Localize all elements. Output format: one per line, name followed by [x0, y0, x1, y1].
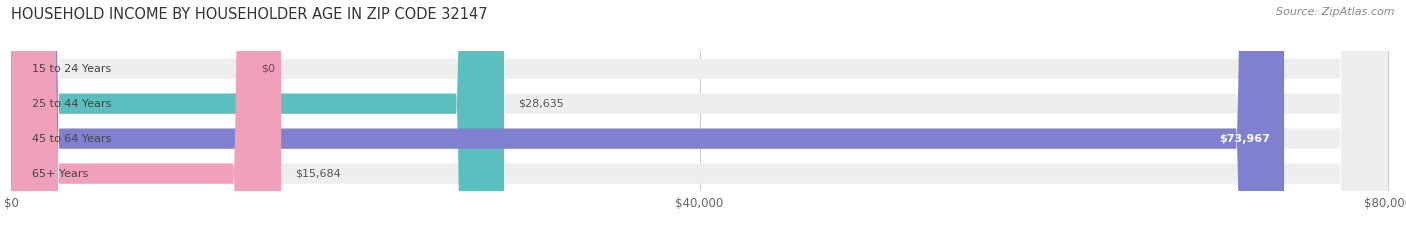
Text: 45 to 64 Years: 45 to 64 Years [32, 134, 111, 144]
Text: $0: $0 [260, 64, 274, 74]
FancyBboxPatch shape [11, 0, 503, 233]
Text: $73,967: $73,967 [1219, 134, 1270, 144]
Text: Source: ZipAtlas.com: Source: ZipAtlas.com [1277, 7, 1395, 17]
FancyBboxPatch shape [11, 0, 281, 233]
FancyBboxPatch shape [11, 0, 1388, 233]
FancyBboxPatch shape [11, 0, 1388, 233]
Text: 65+ Years: 65+ Years [32, 169, 89, 178]
Text: 25 to 44 Years: 25 to 44 Years [32, 99, 111, 109]
Text: HOUSEHOLD INCOME BY HOUSEHOLDER AGE IN ZIP CODE 32147: HOUSEHOLD INCOME BY HOUSEHOLDER AGE IN Z… [11, 7, 488, 22]
Text: 15 to 24 Years: 15 to 24 Years [32, 64, 111, 74]
Text: $15,684: $15,684 [295, 169, 340, 178]
FancyBboxPatch shape [11, 0, 1388, 233]
FancyBboxPatch shape [11, 0, 1388, 233]
Text: $28,635: $28,635 [517, 99, 564, 109]
FancyBboxPatch shape [11, 0, 1284, 233]
